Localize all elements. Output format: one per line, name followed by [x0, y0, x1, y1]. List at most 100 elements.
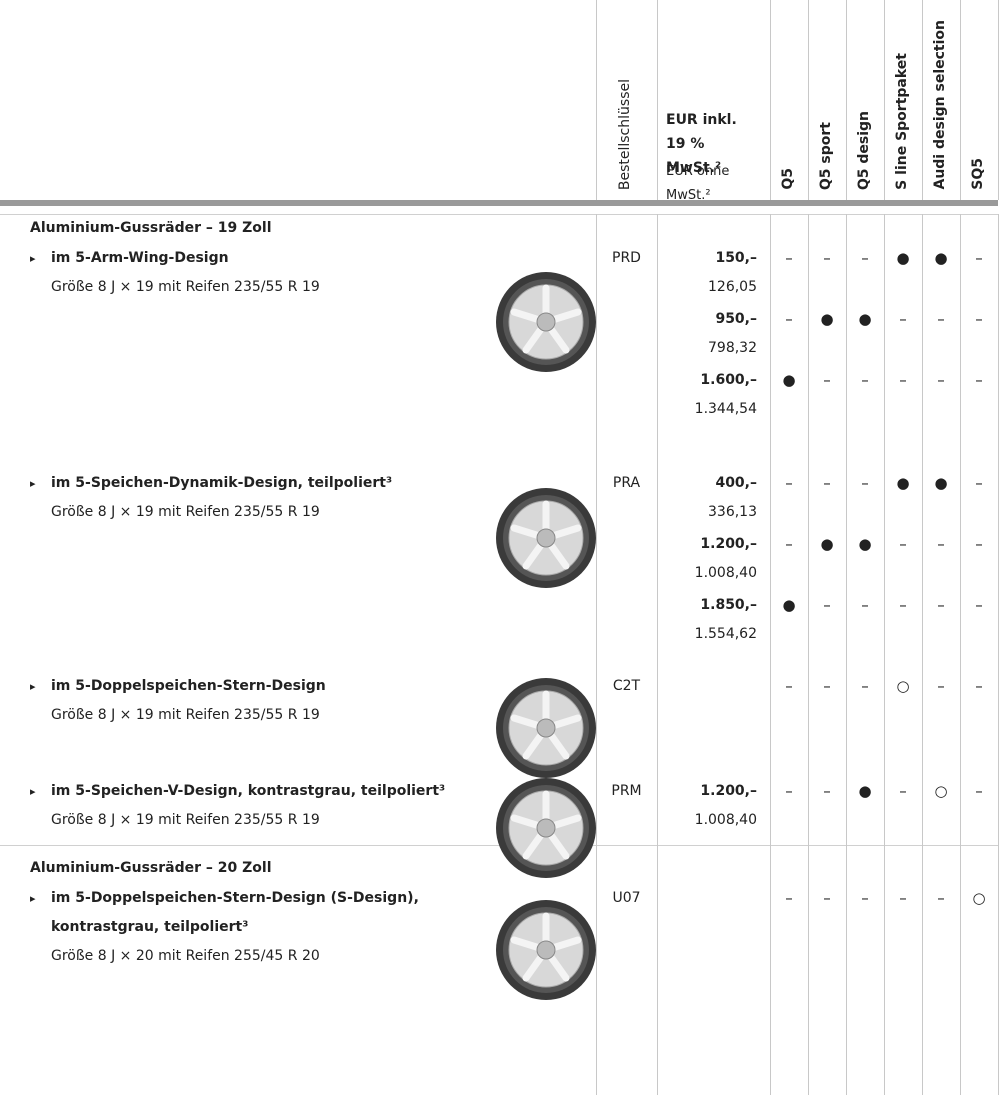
- availability: –: [960, 530, 998, 559]
- bullet: ▸: [30, 244, 36, 273]
- wheel-image: [494, 898, 598, 1002]
- price-net-header: EUR ohne MwSt.²: [666, 160, 761, 208]
- price-net: 1.344,54: [657, 395, 757, 424]
- model-header: S line Sportpaket: [894, 53, 910, 190]
- availability: –: [808, 469, 846, 498]
- price-gross: 1.600,–: [657, 366, 757, 395]
- availability: –: [808, 672, 846, 701]
- column-line: [808, 214, 809, 1095]
- model-header: SQ5: [970, 158, 986, 190]
- item-name: im 5-Arm-Wing-Design: [51, 244, 496, 273]
- bullet: ▸: [30, 884, 36, 913]
- availability: –: [770, 777, 808, 806]
- availability: –: [846, 469, 884, 498]
- availability: –: [884, 530, 922, 559]
- model-header: Q5 design: [856, 111, 872, 190]
- item-size: Größe 8 J × 20 mit Reifen 255/45 R 20: [51, 942, 320, 971]
- item-size: Größe 8 J × 19 mit Reifen 235/55 R 19: [51, 806, 320, 835]
- order-code: PRM: [596, 777, 657, 806]
- section-title: Aluminium-Gussräder – 20 Zoll: [30, 854, 272, 883]
- availability: –: [884, 884, 922, 913]
- price-gross: 1.200,–: [657, 530, 757, 559]
- availability: –: [808, 884, 846, 913]
- column-line: [922, 214, 923, 1095]
- availability: –: [846, 672, 884, 701]
- availability: ●: [770, 591, 808, 620]
- order-code: C2T: [596, 672, 657, 701]
- availability: –: [770, 244, 808, 273]
- availability: –: [808, 777, 846, 806]
- availability: –: [922, 530, 960, 559]
- bullet: ▸: [30, 469, 36, 498]
- price-gross: 1.200,–: [657, 777, 757, 806]
- wheel-image: [494, 486, 598, 590]
- item-name: im 5-Speichen-Dynamik-Design, teilpolier…: [51, 469, 496, 498]
- price-net: 1.008,40: [657, 806, 757, 835]
- price-net: 336,13: [657, 498, 757, 527]
- availability: –: [808, 591, 846, 620]
- availability: –: [846, 591, 884, 620]
- availability: –: [960, 244, 998, 273]
- page: Bestellschlüssel EUR inkl. 19 % MwSt.² E…: [0, 0, 1004, 1095]
- item-size: Größe 8 J × 19 mit Reifen 235/55 R 19: [51, 273, 320, 302]
- availability: ○: [922, 777, 960, 806]
- availability: ○: [960, 884, 998, 913]
- wheel-image: [494, 676, 598, 780]
- availability: –: [770, 672, 808, 701]
- column-line: [770, 0, 771, 200]
- order-code: U07: [596, 884, 657, 913]
- model-header: Q5: [780, 168, 796, 190]
- column-line: [960, 0, 961, 200]
- availability: –: [770, 469, 808, 498]
- availability: ●: [846, 777, 884, 806]
- order-code: PRD: [596, 244, 657, 273]
- price-net: 126,05: [657, 273, 757, 302]
- availability: –: [960, 777, 998, 806]
- availability: ●: [884, 244, 922, 273]
- availability: ●: [846, 530, 884, 559]
- column-line: [998, 214, 999, 1095]
- availability: –: [846, 366, 884, 395]
- price-gross: 150,–: [657, 244, 757, 273]
- order-key-header: Bestellschlüssel: [617, 79, 633, 190]
- availability: –: [884, 591, 922, 620]
- bullet: ▸: [30, 672, 36, 701]
- item-size: Größe 8 J × 19 mit Reifen 235/55 R 19: [51, 701, 320, 730]
- wheel-image: [494, 776, 598, 880]
- column-line: [770, 214, 771, 1095]
- column-line: [884, 214, 885, 1095]
- availability: ●: [808, 530, 846, 559]
- model-header: Audi design selection: [932, 20, 948, 190]
- availability: –: [770, 305, 808, 334]
- availability: –: [922, 672, 960, 701]
- wheel-image: [494, 270, 598, 374]
- availability: –: [770, 530, 808, 559]
- availability: –: [960, 305, 998, 334]
- availability: –: [960, 469, 998, 498]
- availability: ●: [884, 469, 922, 498]
- item-size: Größe 8 J × 19 mit Reifen 235/55 R 19: [51, 498, 320, 527]
- availability: –: [960, 672, 998, 701]
- column-line: [922, 0, 923, 200]
- column-line: [998, 0, 999, 200]
- price-gross: 950,–: [657, 305, 757, 334]
- availability: –: [922, 305, 960, 334]
- column-line: [960, 214, 961, 1095]
- availability: ●: [922, 469, 960, 498]
- price-gross: 400,–: [657, 469, 757, 498]
- availability: ●: [922, 244, 960, 273]
- bullet: ▸: [30, 777, 36, 806]
- order-code: PRA: [596, 469, 657, 498]
- price-net: 1.008,40: [657, 559, 757, 588]
- item-name: im 5-Doppelspeichen-Stern-Design: [51, 672, 496, 701]
- availability: –: [922, 366, 960, 395]
- column-line: [884, 0, 885, 200]
- availability: –: [960, 591, 998, 620]
- column-line: [657, 0, 658, 200]
- column-line: [846, 0, 847, 200]
- column-line: [596, 0, 597, 200]
- column-line: [808, 0, 809, 200]
- availability: ○: [884, 672, 922, 701]
- price-net: 798,32: [657, 334, 757, 363]
- availability: –: [846, 244, 884, 273]
